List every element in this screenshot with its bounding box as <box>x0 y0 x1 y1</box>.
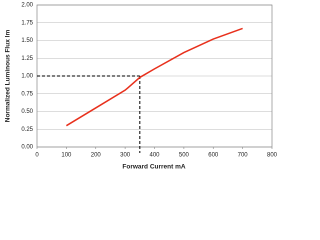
x-tick-label: 0 <box>35 153 39 159</box>
chart: Forward Current mA Normalized Luminous F… <box>5 3 278 171</box>
y-axis-title: Normalized Luminous Flux lm <box>5 30 12 123</box>
x-tick-label: 800 <box>267 153 278 159</box>
x-tick-label: 100 <box>61 153 72 159</box>
y-tick-label: 1.50 <box>21 38 33 44</box>
x-tick-label: 700 <box>238 153 249 159</box>
x-axis-title: Forward Current mA <box>122 164 186 171</box>
x-tick-label: 500 <box>179 153 190 159</box>
y-tick-label: 1.25 <box>21 56 33 62</box>
x-tick-label: 600 <box>208 153 219 159</box>
y-tick-label: 0.25 <box>21 127 33 133</box>
y-tick-label: 0.75 <box>21 91 33 97</box>
data-line <box>65 27 243 127</box>
y-tick-label: 1.00 <box>21 74 33 80</box>
x-tick-label: 400 <box>149 153 160 159</box>
x-tick-label: 300 <box>120 153 131 159</box>
y-tick-label: 2.00 <box>21 3 33 9</box>
y-tick-label: 0.00 <box>21 145 33 151</box>
y-tick-label: 1.75 <box>21 20 33 26</box>
y-tick-label: 0.50 <box>21 109 33 115</box>
x-tick-label: 200 <box>91 153 102 159</box>
